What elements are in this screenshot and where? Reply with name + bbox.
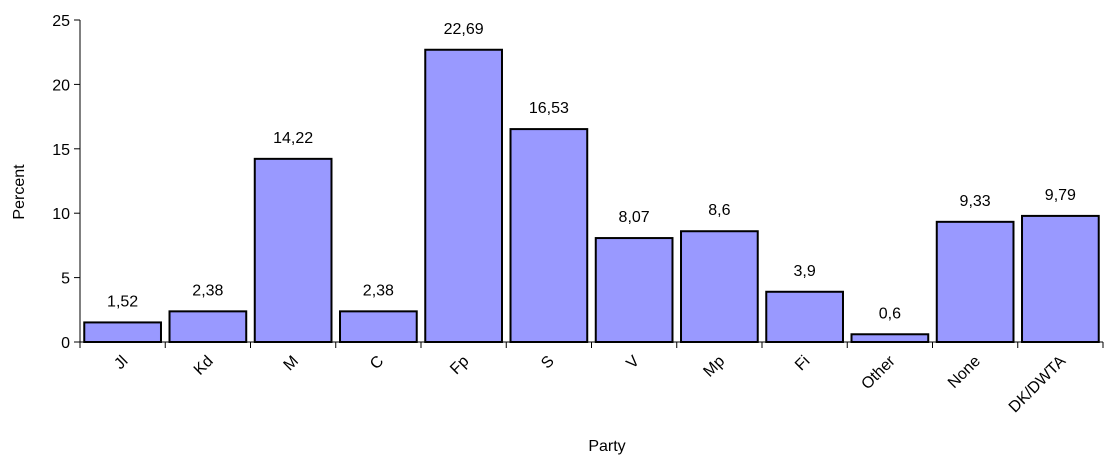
y-tick-label: 0: [61, 335, 70, 352]
x-tick-label: Jl: [111, 353, 131, 373]
x-tick-label: Fp: [447, 353, 472, 378]
x-tick-label: Other: [858, 352, 899, 393]
data-label: 0,6: [879, 305, 901, 322]
y-tick-label: 15: [52, 142, 70, 159]
x-axis-title: Party: [588, 438, 625, 455]
bar-s: [509, 128, 589, 343]
data-label: 2,38: [192, 282, 223, 299]
bar-none: [935, 220, 1015, 344]
y-tick-label: 10: [52, 206, 70, 223]
x-tick-label: Kd: [191, 353, 217, 379]
data-label: 2,38: [363, 282, 394, 299]
y-tick-label: 20: [52, 77, 70, 94]
x-tick-label: DK/DWTA: [1006, 353, 1070, 417]
bar-kd: [168, 310, 248, 344]
bar-v: [594, 237, 674, 343]
bar-mp: [680, 230, 759, 343]
data-label: 14,22: [273, 130, 313, 147]
y-axis: 0 5 10 15 20 25: [52, 13, 81, 352]
data-label: 16,53: [529, 100, 569, 117]
x-tick-label: Mp: [700, 353, 728, 381]
data-label: 3,9: [794, 263, 816, 280]
bar-fi: [765, 290, 844, 344]
y-tick-label: 5: [61, 271, 70, 288]
data-label: 1,52: [107, 293, 138, 310]
x-tick-label: S: [538, 353, 558, 373]
data-label: 9,79: [1045, 187, 1076, 204]
data-label: 8,6: [708, 202, 730, 219]
x-tick-label: C: [367, 353, 387, 373]
bars-group: [83, 48, 1100, 344]
bar-fp: [424, 48, 503, 343]
x-tick-label: V: [623, 353, 643, 373]
x-tick-label: None: [945, 353, 984, 392]
bar-c: [339, 310, 418, 344]
y-axis-title: Percent: [11, 164, 28, 220]
data-label: 9,33: [960, 193, 991, 210]
bar-dk-dwta: [1021, 214, 1100, 343]
data-label: 22,69: [444, 21, 484, 38]
bar-jl: [83, 321, 162, 343]
x-tick-label: M: [281, 353, 302, 374]
data-label: 8,07: [619, 209, 650, 226]
x-tick-label: Fi: [792, 353, 813, 374]
bar-m: [253, 157, 333, 343]
data-labels-group: 1,52 2,38 14,22 2,38 22,69 16,53 8,07 8,6 3,9 0,6…: [107, 21, 1076, 323]
x-axis: Jl Kd M C Fp S V Mp Fi Other None DK/DWTA: [79, 341, 1104, 417]
bar-other: [850, 333, 930, 344]
y-tick-label: 25: [52, 13, 70, 30]
